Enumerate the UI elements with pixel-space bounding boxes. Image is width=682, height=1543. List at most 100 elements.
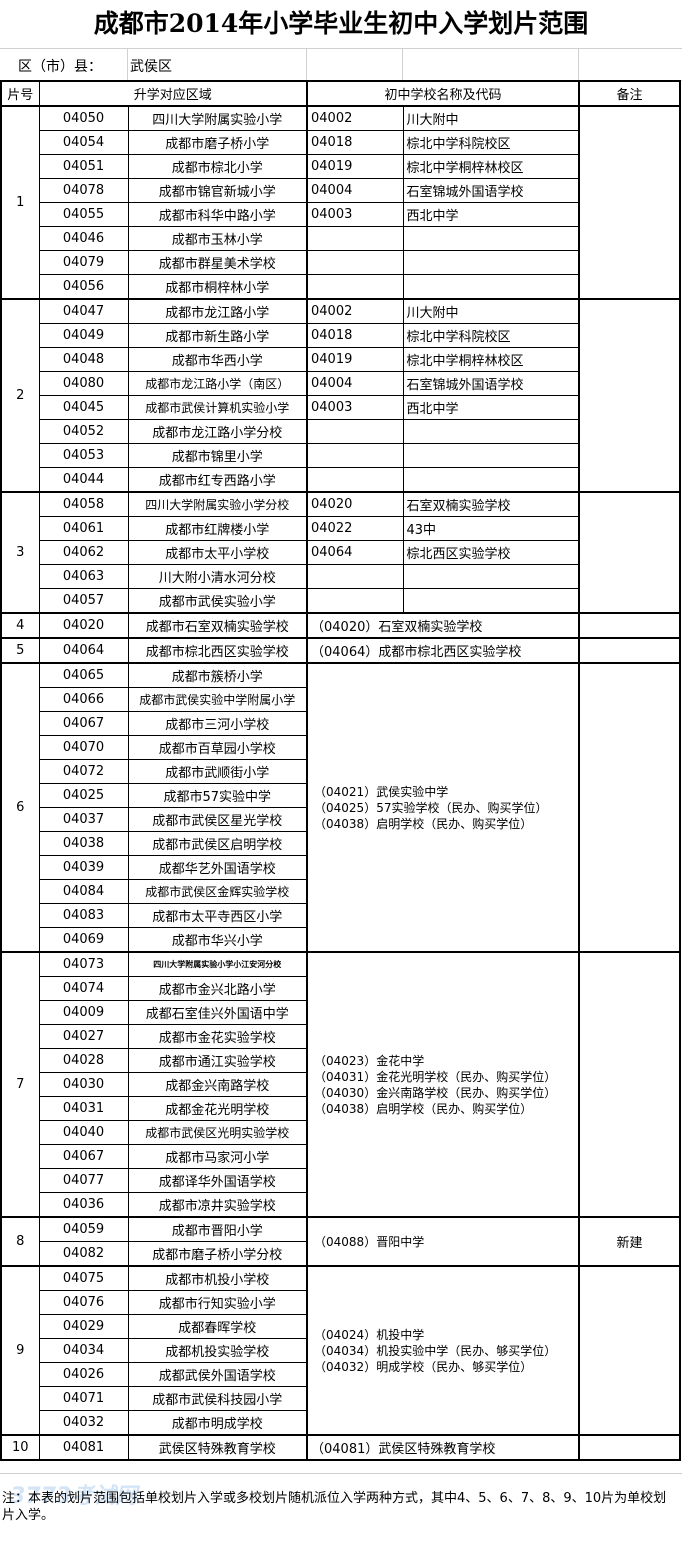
table-row: 04029 成都春晖学校: [1, 1314, 680, 1339]
primary-school-name: 成都金花光明学校: [127, 1096, 308, 1121]
primary-school-name: 成都市金兴北路小学: [127, 976, 308, 1001]
primary-code: 04065: [38, 662, 129, 688]
middle-school-assignment: （04024）机投中学 （04034）机投实验中学（民办、够买学位） （0403…: [306, 1265, 580, 1436]
primary-school-name: 成都市机投小学校: [127, 1265, 308, 1291]
primary-school-name: 成都市武侯区启明学校: [127, 831, 308, 856]
middle-school-name: [402, 467, 580, 493]
primary-code: 04031: [38, 1096, 129, 1121]
primary-code: 04072: [38, 759, 129, 784]
primary-code: 04067: [38, 711, 129, 736]
table-row: 04077 成都译华外国语学校: [1, 1168, 680, 1193]
piece-number: 2: [0, 298, 40, 493]
watermark-logo: 3773考试网: [10, 1484, 138, 1509]
primary-school-name: 成都市57实验中学: [127, 783, 308, 808]
primary-code: 04045: [38, 395, 129, 420]
primary-code: 04067: [38, 1144, 129, 1169]
table-row: 9 04075 成都市机投小学校 （04024）机投中学 （04034）机投实验中学（…: [0, 1265, 681, 1436]
header-remark: 备注: [578, 80, 681, 107]
primary-code: 04069: [38, 927, 129, 953]
primary-school-name: 成都市行知实验小学: [127, 1290, 308, 1315]
table-row: 8 04059 成都市晋阳小学 （04088）晋阳中学 新建: [0, 1216, 681, 1267]
primary-code: 04074: [38, 976, 129, 1001]
primary-school-name: 成都市群星美术学校: [127, 250, 308, 275]
primary-code: 04038: [38, 831, 129, 856]
primary-school-name: 四川大学附属实验小学分校: [127, 491, 308, 517]
middle-code: 04022: [306, 516, 404, 541]
table-row: 4 04020 成都市石室双楠实验学校 （04020）石室双楠实验学校: [0, 612, 681, 639]
table-row: 04048 成都市华西小学 04019 棕北中学桐梓林校区: [1, 347, 680, 372]
primary-code: 04056: [38, 274, 129, 300]
table-row: 04070 成都市百草园小学校: [1, 735, 680, 760]
table-row: 04071 成都市武侯科技园小学: [1, 1386, 680, 1411]
middle-code: 04019: [306, 154, 404, 179]
divider: [127, 48, 128, 80]
table-row: 04053 成都市锦里小学: [1, 443, 680, 468]
middle-school-name: 棕北中学桐梓林校区: [402, 154, 580, 179]
primary-school-name: 成都华艺外国语学校: [127, 855, 308, 880]
primary-school-name: 成都市武顺街小学: [127, 759, 308, 784]
middle-school-name: 西北中学: [402, 202, 580, 227]
primary-code: 04080: [38, 371, 129, 396]
header-row: 片号 升学对应区域 初中学校名称及代码 备注: [0, 80, 681, 107]
middle-school-name: [402, 250, 580, 275]
primary-code: 04036: [38, 1192, 129, 1218]
primary-code: 04075: [38, 1265, 129, 1291]
remark: [578, 637, 681, 664]
primary-school-name: 成都市石室双楠实验学校: [127, 612, 308, 639]
primary-school-name: 成都市武侯计算机实验小学: [127, 395, 308, 420]
primary-school-name: 成都市玉林小学: [127, 226, 308, 251]
header-middle: 初中学校名称及代码: [306, 80, 580, 107]
middle-school-name: 石室锦城外国语学校: [402, 371, 580, 396]
table-row: 04062 成都市太平小学校 04064 棕北西区实验学校: [1, 540, 680, 565]
table-row: 6 04065 成都市簇桥小学 （04021）武侯实验中学 （04025）57实验学校…: [0, 662, 681, 953]
middle-code: 04002: [306, 298, 404, 324]
primary-code: 04034: [38, 1338, 129, 1363]
table-row: 04032 成都市明成学校: [1, 1410, 680, 1436]
primary-code: 04046: [38, 226, 129, 251]
primary-code: 04079: [38, 250, 129, 275]
primary-school-name: 成都市棕北西区实验学校: [127, 637, 308, 664]
primary-school-name: 成都市晋阳小学: [127, 1216, 308, 1242]
middle-code: 04018: [306, 130, 404, 155]
table-row: 04052 成都市龙江路小学分校: [1, 419, 680, 444]
middle-code: 04004: [306, 371, 404, 396]
primary-code: 04047: [38, 298, 129, 324]
middle-code: [306, 419, 404, 444]
middle-school-assignment: （04020）石室双楠实验学校: [306, 612, 580, 639]
primary-school-name: 成都市武侯区金辉实验学校: [127, 879, 308, 904]
primary-code: 04051: [38, 154, 129, 179]
primary-code: 04083: [38, 903, 129, 928]
primary-school-name: 成都市金花实验学校: [127, 1024, 308, 1049]
piece-number: 8: [0, 1216, 40, 1267]
remark: [578, 951, 681, 1218]
divider: [306, 48, 307, 80]
table-row: 04037 成都市武侯区星光学校: [1, 807, 680, 832]
middle-code: 04018: [306, 323, 404, 348]
primary-school-name: 成都市龙江路小学（南区）: [127, 371, 308, 396]
middle-school-name: [402, 564, 580, 589]
primary-code: 04027: [38, 1024, 129, 1049]
table-row: 04061 成都市红牌楼小学 04022 43中: [1, 516, 680, 541]
middle-code: [306, 564, 404, 589]
primary-code: 04029: [38, 1314, 129, 1339]
piece-number: 3: [0, 491, 40, 614]
primary-code: 04032: [38, 1410, 129, 1436]
primary-code: 04039: [38, 855, 129, 880]
primary-school-name: 成都市新生路小学: [127, 323, 308, 348]
table-row: 04049 成都市新生路小学 04018 棕北中学科院校区: [1, 323, 680, 348]
primary-code: 04030: [38, 1072, 129, 1097]
primary-code: 04052: [38, 419, 129, 444]
primary-code: 04062: [38, 540, 129, 565]
district-value: 武侯区: [130, 59, 172, 75]
primary-school-name: 成都市红专西路小学: [127, 467, 308, 493]
primary-code: 04071: [38, 1386, 129, 1411]
piece-number: 7: [0, 951, 40, 1218]
table-row: 04025 成都市57实验中学: [1, 783, 680, 808]
primary-code: 04037: [38, 807, 129, 832]
primary-school-name: 成都市锦官新城小学: [127, 178, 308, 203]
primary-code: 04073: [38, 951, 129, 977]
table-row: 04009 成都石室佳兴外国语中学: [1, 1000, 680, 1025]
allocation-table: 片号 升学对应区域 初中学校名称及代码 备注 1 04050 四川大学附属实验小学 0…: [0, 80, 681, 1461]
middle-school-name: 石室锦城外国语学校: [402, 178, 580, 203]
middle-code: 04003: [306, 202, 404, 227]
